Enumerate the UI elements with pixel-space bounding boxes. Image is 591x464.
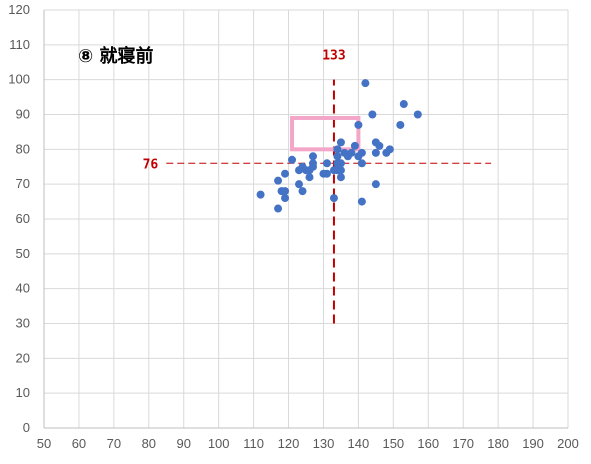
x-tick-label: 100: [208, 436, 230, 451]
x-tick-label: 170: [452, 436, 474, 451]
data-point: [357, 148, 366, 157]
data-point: [361, 79, 370, 88]
x-tick-label: 110: [243, 436, 264, 451]
y-tick-label: 40: [16, 281, 30, 296]
data-point: [274, 204, 283, 213]
x-tick-label: 90: [176, 436, 190, 451]
data-point: [357, 159, 366, 168]
data-point: [308, 152, 317, 161]
data-point: [336, 173, 345, 182]
data-point: [336, 159, 345, 168]
data-point: [350, 141, 359, 150]
x-tick-label: 180: [487, 436, 509, 451]
x-tick-label: 190: [522, 436, 544, 451]
y-tick-label: 90: [16, 107, 30, 122]
y-tick-label: 10: [16, 385, 30, 400]
data-point: [354, 120, 363, 129]
data-point: [375, 141, 384, 150]
data-point: [308, 159, 317, 168]
y-tick-label: 20: [16, 350, 30, 365]
data-point: [413, 110, 422, 119]
chart-title: ⑧ 就寝前: [78, 45, 154, 67]
data-point: [371, 148, 380, 157]
data-points: [256, 79, 422, 213]
x-tick-label: 130: [313, 436, 335, 451]
data-point: [274, 176, 283, 185]
data-point: [399, 100, 408, 109]
y-tick-label: 30: [16, 316, 30, 331]
axes: [43, 10, 568, 429]
x-tick-label: 200: [557, 436, 579, 451]
data-point: [281, 169, 290, 178]
y-tick-label: 50: [16, 246, 30, 261]
data-point: [298, 187, 307, 196]
data-point: [322, 159, 331, 168]
x-tick-label: 80: [142, 436, 156, 451]
data-point: [322, 169, 331, 178]
y-tick-labels: 0 10 20 30 40 50 60 70 80 90 100 110 120: [8, 2, 30, 435]
data-point: [329, 194, 338, 203]
data-point: [336, 166, 345, 175]
target-box-group: [290, 115, 361, 152]
data-point: [281, 194, 290, 203]
x-tick-label: 60: [72, 436, 86, 451]
data-point: [305, 173, 314, 182]
data-point: [288, 155, 297, 164]
target-box: [290, 115, 361, 152]
x-tick-label: 120: [278, 436, 300, 451]
x-tick-label: 140: [348, 436, 370, 451]
data-point: [385, 145, 394, 154]
y-tick-label: 70: [16, 176, 30, 191]
y-tick-label: 120: [8, 2, 30, 17]
reference-lines: 133 76: [143, 49, 492, 324]
data-point: [371, 180, 380, 189]
x-tick-label: 50: [37, 436, 51, 451]
data-point: [368, 110, 377, 119]
y-tick-label: 80: [16, 141, 30, 156]
y-tick-label: 100: [8, 72, 30, 87]
x-tick-label: 70: [107, 436, 121, 451]
data-point: [396, 120, 405, 129]
data-point: [336, 138, 345, 147]
x-tick-labels: 50 60 70 80 90 100 110 120 130 140 150 160 170 180 190…: [37, 436, 579, 451]
reference-label-vertical: 133: [322, 49, 345, 64]
y-tick-label: 110: [9, 37, 30, 52]
grid-lines: [44, 9, 569, 428]
y-tick-label: 60: [16, 211, 30, 226]
data-point: [357, 197, 366, 206]
data-point: [333, 145, 342, 154]
y-tick-label: 0: [23, 420, 30, 435]
data-point: [333, 152, 342, 161]
data-point: [347, 148, 356, 157]
data-point: [281, 187, 290, 196]
reference-label-horizontal: 76: [143, 157, 159, 172]
data-point: [256, 190, 265, 199]
x-tick-label: 150: [382, 436, 404, 451]
x-tick-label: 160: [417, 436, 439, 451]
data-point: [295, 180, 304, 189]
